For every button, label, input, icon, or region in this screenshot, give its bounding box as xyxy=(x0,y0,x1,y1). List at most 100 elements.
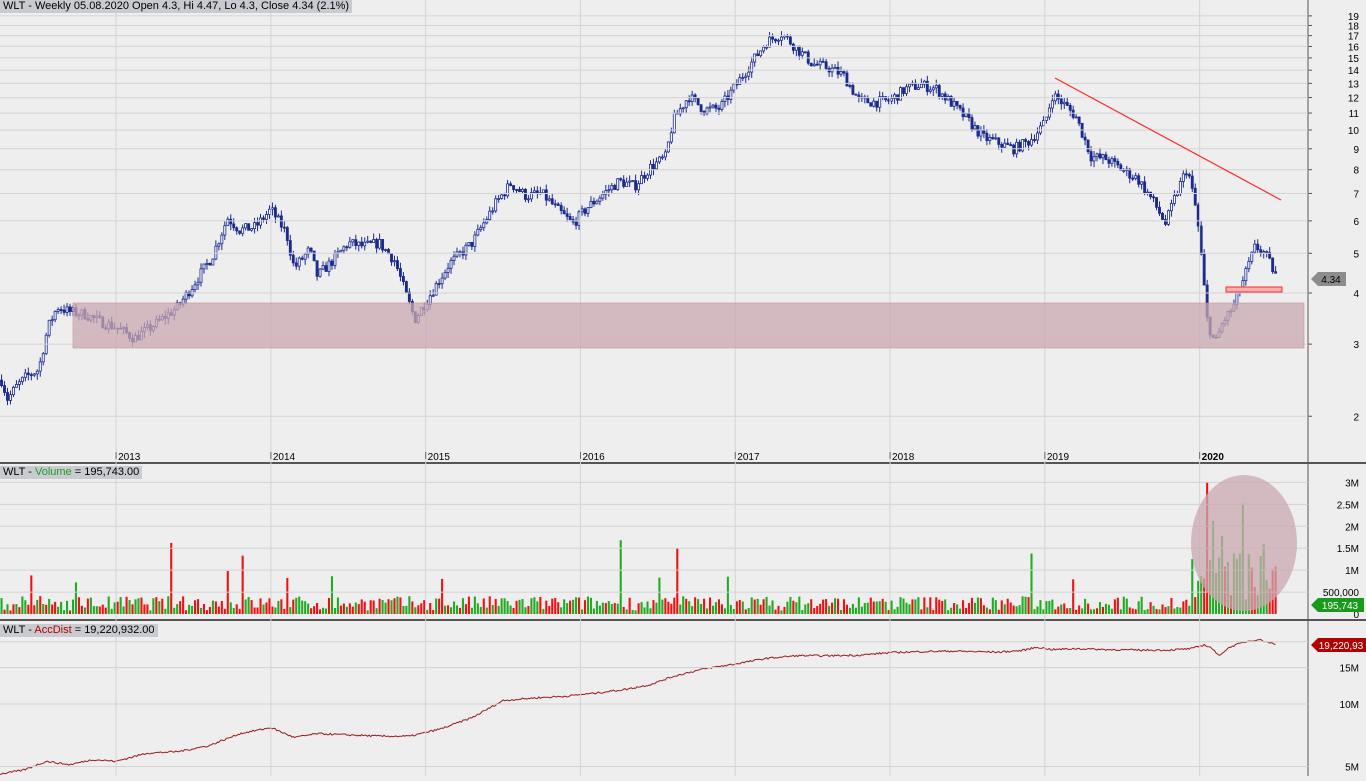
volume-bar xyxy=(36,599,39,614)
candle-body xyxy=(1131,177,1135,180)
candle-body xyxy=(330,260,334,266)
candle-body xyxy=(809,62,813,67)
volume-bar xyxy=(494,598,497,614)
volume-bar xyxy=(1107,604,1110,614)
volume-bar xyxy=(33,605,36,614)
candle-body xyxy=(318,268,322,277)
volume-bar xyxy=(408,596,411,614)
volume-bar xyxy=(628,597,631,614)
candle-body xyxy=(663,151,667,158)
volume-bar xyxy=(583,600,587,614)
candle-body xyxy=(821,60,825,63)
price-y-tick-label: 3 xyxy=(1353,340,1359,351)
candle-body xyxy=(765,46,769,49)
candle-body xyxy=(294,262,298,267)
volume-bar xyxy=(71,599,75,614)
candle-body xyxy=(854,93,858,96)
volume-bar xyxy=(1197,580,1200,614)
volume-bar xyxy=(851,603,854,614)
volume-bar xyxy=(351,606,354,614)
volume-bar xyxy=(205,610,208,614)
volume-bar xyxy=(744,609,747,614)
candle-body xyxy=(288,240,292,256)
volume-bar xyxy=(1063,603,1066,614)
volume-bar xyxy=(1012,605,1015,614)
volume-bar xyxy=(0,598,3,614)
volume-bar xyxy=(467,596,470,614)
volume-bar xyxy=(1137,601,1140,614)
volume-bar xyxy=(167,596,170,614)
candle-body xyxy=(431,294,435,297)
candle-body xyxy=(458,251,462,254)
accdist-panel[interactable] xyxy=(0,638,1276,775)
candle-body xyxy=(515,189,518,191)
volume-bar xyxy=(244,599,247,614)
candle-body xyxy=(1006,142,1010,146)
volume-bar xyxy=(798,596,801,614)
volume-bar xyxy=(116,601,119,614)
volume-bar xyxy=(161,598,164,614)
candle-body xyxy=(494,198,498,212)
candle-body xyxy=(717,107,721,110)
volume-highlight-ellipse xyxy=(1191,475,1297,611)
candle-body xyxy=(17,381,21,385)
candle-body xyxy=(952,101,956,107)
volume-bar xyxy=(714,602,718,614)
volume-bar xyxy=(634,610,637,614)
candle-body xyxy=(1024,139,1028,142)
volume-bar xyxy=(643,607,646,614)
volume-bar xyxy=(911,599,914,614)
candle-body xyxy=(381,239,385,251)
candle-body xyxy=(9,394,12,401)
volume-bar xyxy=(1182,601,1185,614)
volume-bar xyxy=(964,607,968,614)
volume-bar xyxy=(485,607,488,614)
volume-bar xyxy=(450,607,453,614)
volume-bar xyxy=(1057,606,1060,614)
volume-bar xyxy=(107,596,110,614)
candle-body xyxy=(241,227,245,234)
volume-bar xyxy=(509,605,512,614)
volume-bar xyxy=(1200,575,1203,614)
candle-body xyxy=(524,188,527,200)
candle-body xyxy=(905,86,908,94)
candle-body xyxy=(652,163,655,170)
volume-bar xyxy=(667,601,670,614)
volume-bar xyxy=(1021,596,1024,614)
volume-bar xyxy=(24,600,27,614)
candle-body xyxy=(637,183,641,191)
candle-body xyxy=(699,104,703,112)
volume-bar xyxy=(1113,599,1116,614)
volume-bar xyxy=(1000,600,1003,614)
candle-body xyxy=(23,372,27,378)
volume-bar xyxy=(1140,596,1143,614)
volume-bar xyxy=(137,598,140,614)
candle-body xyxy=(985,132,989,141)
volume-bar xyxy=(3,609,6,614)
candle-body xyxy=(1262,251,1266,254)
candle-body xyxy=(247,223,251,231)
volume-bar xyxy=(476,603,479,614)
candle-body xyxy=(500,194,504,199)
candle-body xyxy=(1113,158,1117,162)
candle-body xyxy=(1039,125,1042,134)
volume-bar xyxy=(979,598,982,614)
candle-body xyxy=(244,223,248,229)
candle-body xyxy=(732,83,736,91)
volume-panel[interactable] xyxy=(0,482,1277,614)
volume-bar xyxy=(1045,601,1048,614)
candle-body xyxy=(14,383,18,388)
volume-y-tick-label: 3M xyxy=(1345,478,1359,489)
candle-body xyxy=(20,376,24,383)
candle-body xyxy=(1268,251,1272,259)
volume-bar xyxy=(1036,606,1039,614)
candle-body xyxy=(220,234,224,245)
volume-bar xyxy=(941,600,944,614)
accdist-y-tick-label: 5M xyxy=(1345,763,1359,774)
candle-body xyxy=(1003,142,1007,148)
volume-bar xyxy=(57,606,60,614)
volume-bar xyxy=(1024,596,1027,614)
candle-body xyxy=(586,207,590,214)
volume-bar xyxy=(842,599,846,614)
volume-bar xyxy=(845,604,848,614)
